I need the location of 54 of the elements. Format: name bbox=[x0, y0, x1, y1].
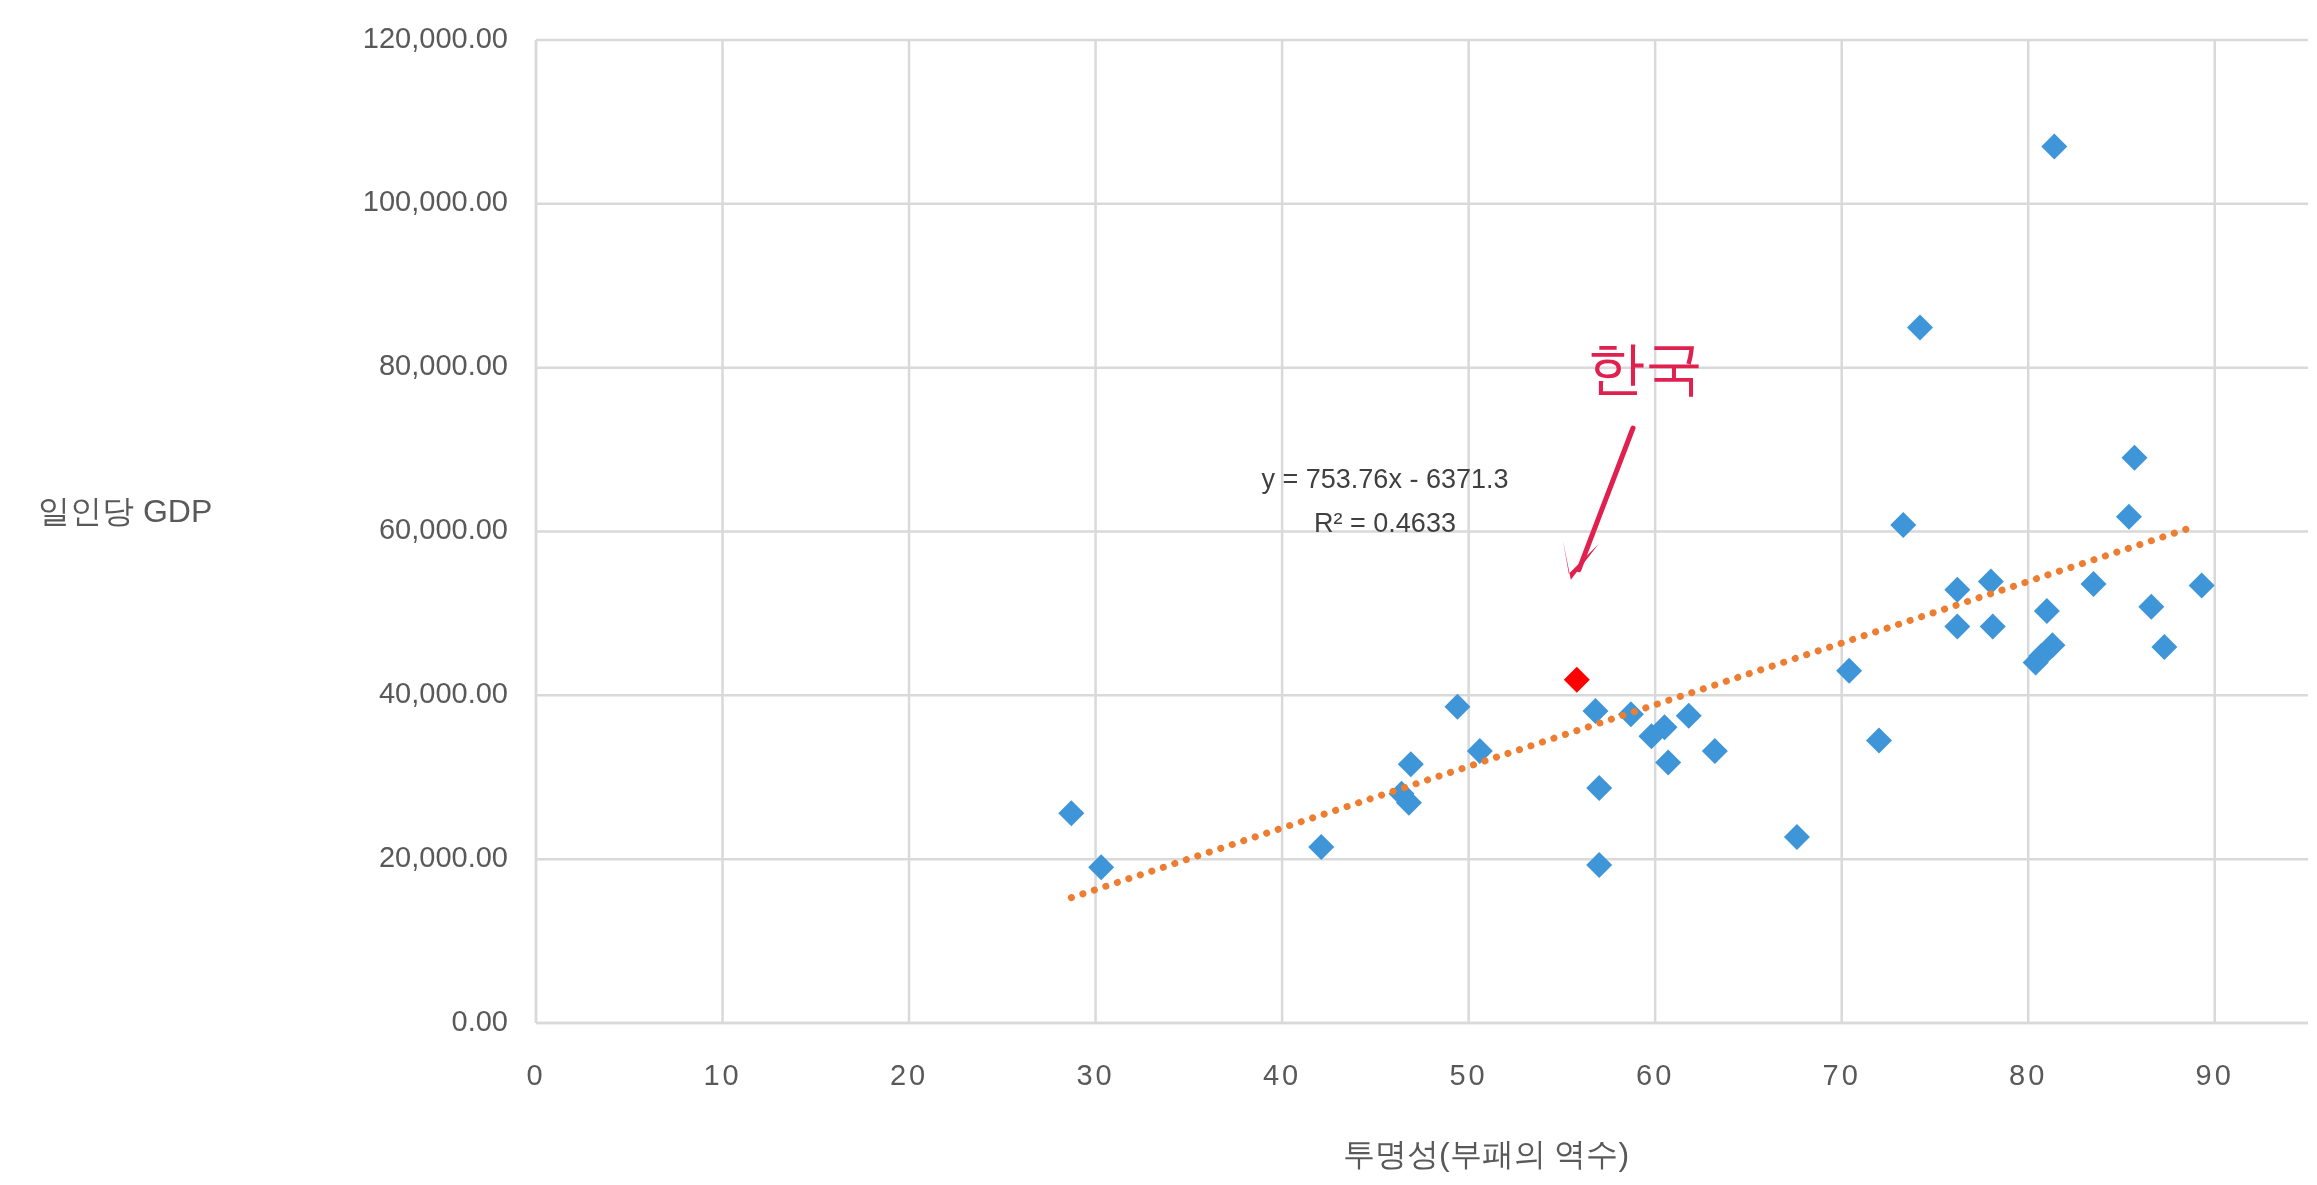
point bbox=[1397, 751, 1424, 778]
point bbox=[1783, 824, 1810, 851]
x-tick-label: 70 bbox=[1822, 1059, 1861, 1091]
y-tick-label: 40,000.00 bbox=[378, 676, 508, 709]
x-tick-label: 60 bbox=[1636, 1059, 1675, 1091]
point bbox=[1944, 613, 1971, 640]
y-tick-label: 100,000.00 bbox=[362, 185, 508, 218]
y-tick-label: 80,000.00 bbox=[378, 349, 508, 382]
point bbox=[1655, 749, 1682, 776]
x-tick-label: 90 bbox=[2195, 1059, 2234, 1091]
annotation: 한국 bbox=[1587, 334, 1703, 402]
y-tick-label: 20,000.00 bbox=[378, 840, 508, 873]
point bbox=[1944, 576, 1971, 603]
point bbox=[1651, 714, 1678, 741]
point bbox=[1979, 613, 2006, 640]
point bbox=[1586, 774, 1613, 801]
y-axis-title: 일인당 GDP bbox=[38, 492, 213, 529]
point bbox=[2115, 503, 2142, 530]
point bbox=[1444, 693, 1471, 720]
point bbox=[1058, 800, 1085, 827]
point bbox=[2041, 133, 2068, 160]
point bbox=[2080, 570, 2107, 597]
point bbox=[1586, 851, 1613, 878]
point bbox=[1865, 727, 1892, 754]
x-tick-label: 20 bbox=[889, 1059, 929, 1091]
x-tick-label: 30 bbox=[1076, 1059, 1115, 1091]
annotation: R² = 0.4633 bbox=[1314, 508, 1456, 538]
point bbox=[1675, 702, 1702, 729]
point bbox=[1582, 697, 1609, 724]
x-axis-title: 투명성(부패의 역수) bbox=[1342, 1136, 1630, 1172]
point bbox=[1466, 738, 1493, 765]
point bbox=[1563, 666, 1590, 693]
x-tick-label: 50 bbox=[1449, 1059, 1488, 1091]
point bbox=[2121, 444, 2148, 471]
x-tick-label: 10 bbox=[703, 1059, 742, 1091]
point bbox=[2033, 597, 2060, 624]
x-tick-label: 80 bbox=[2009, 1059, 2048, 1091]
point bbox=[1701, 738, 1728, 765]
annotation: y = 753.76x - 6371.3 bbox=[1261, 464, 1509, 494]
point bbox=[2188, 572, 2215, 599]
y-tick-label: 120,000.00 bbox=[362, 21, 508, 54]
x-tick-label: 0 bbox=[526, 1059, 546, 1091]
point bbox=[1088, 854, 1115, 881]
y-tick-label: 60,000.00 bbox=[378, 513, 508, 546]
point bbox=[2151, 634, 2178, 660]
point bbox=[1890, 511, 1917, 538]
point bbox=[2138, 593, 2165, 620]
point bbox=[1907, 314, 1934, 341]
point bbox=[1308, 833, 1335, 860]
point bbox=[2039, 632, 2066, 659]
point bbox=[1977, 568, 2004, 595]
x-tick-label: 40 bbox=[1262, 1059, 1302, 1091]
y-tick-label: 0.00 bbox=[451, 1004, 508, 1037]
point bbox=[1836, 657, 1863, 684]
